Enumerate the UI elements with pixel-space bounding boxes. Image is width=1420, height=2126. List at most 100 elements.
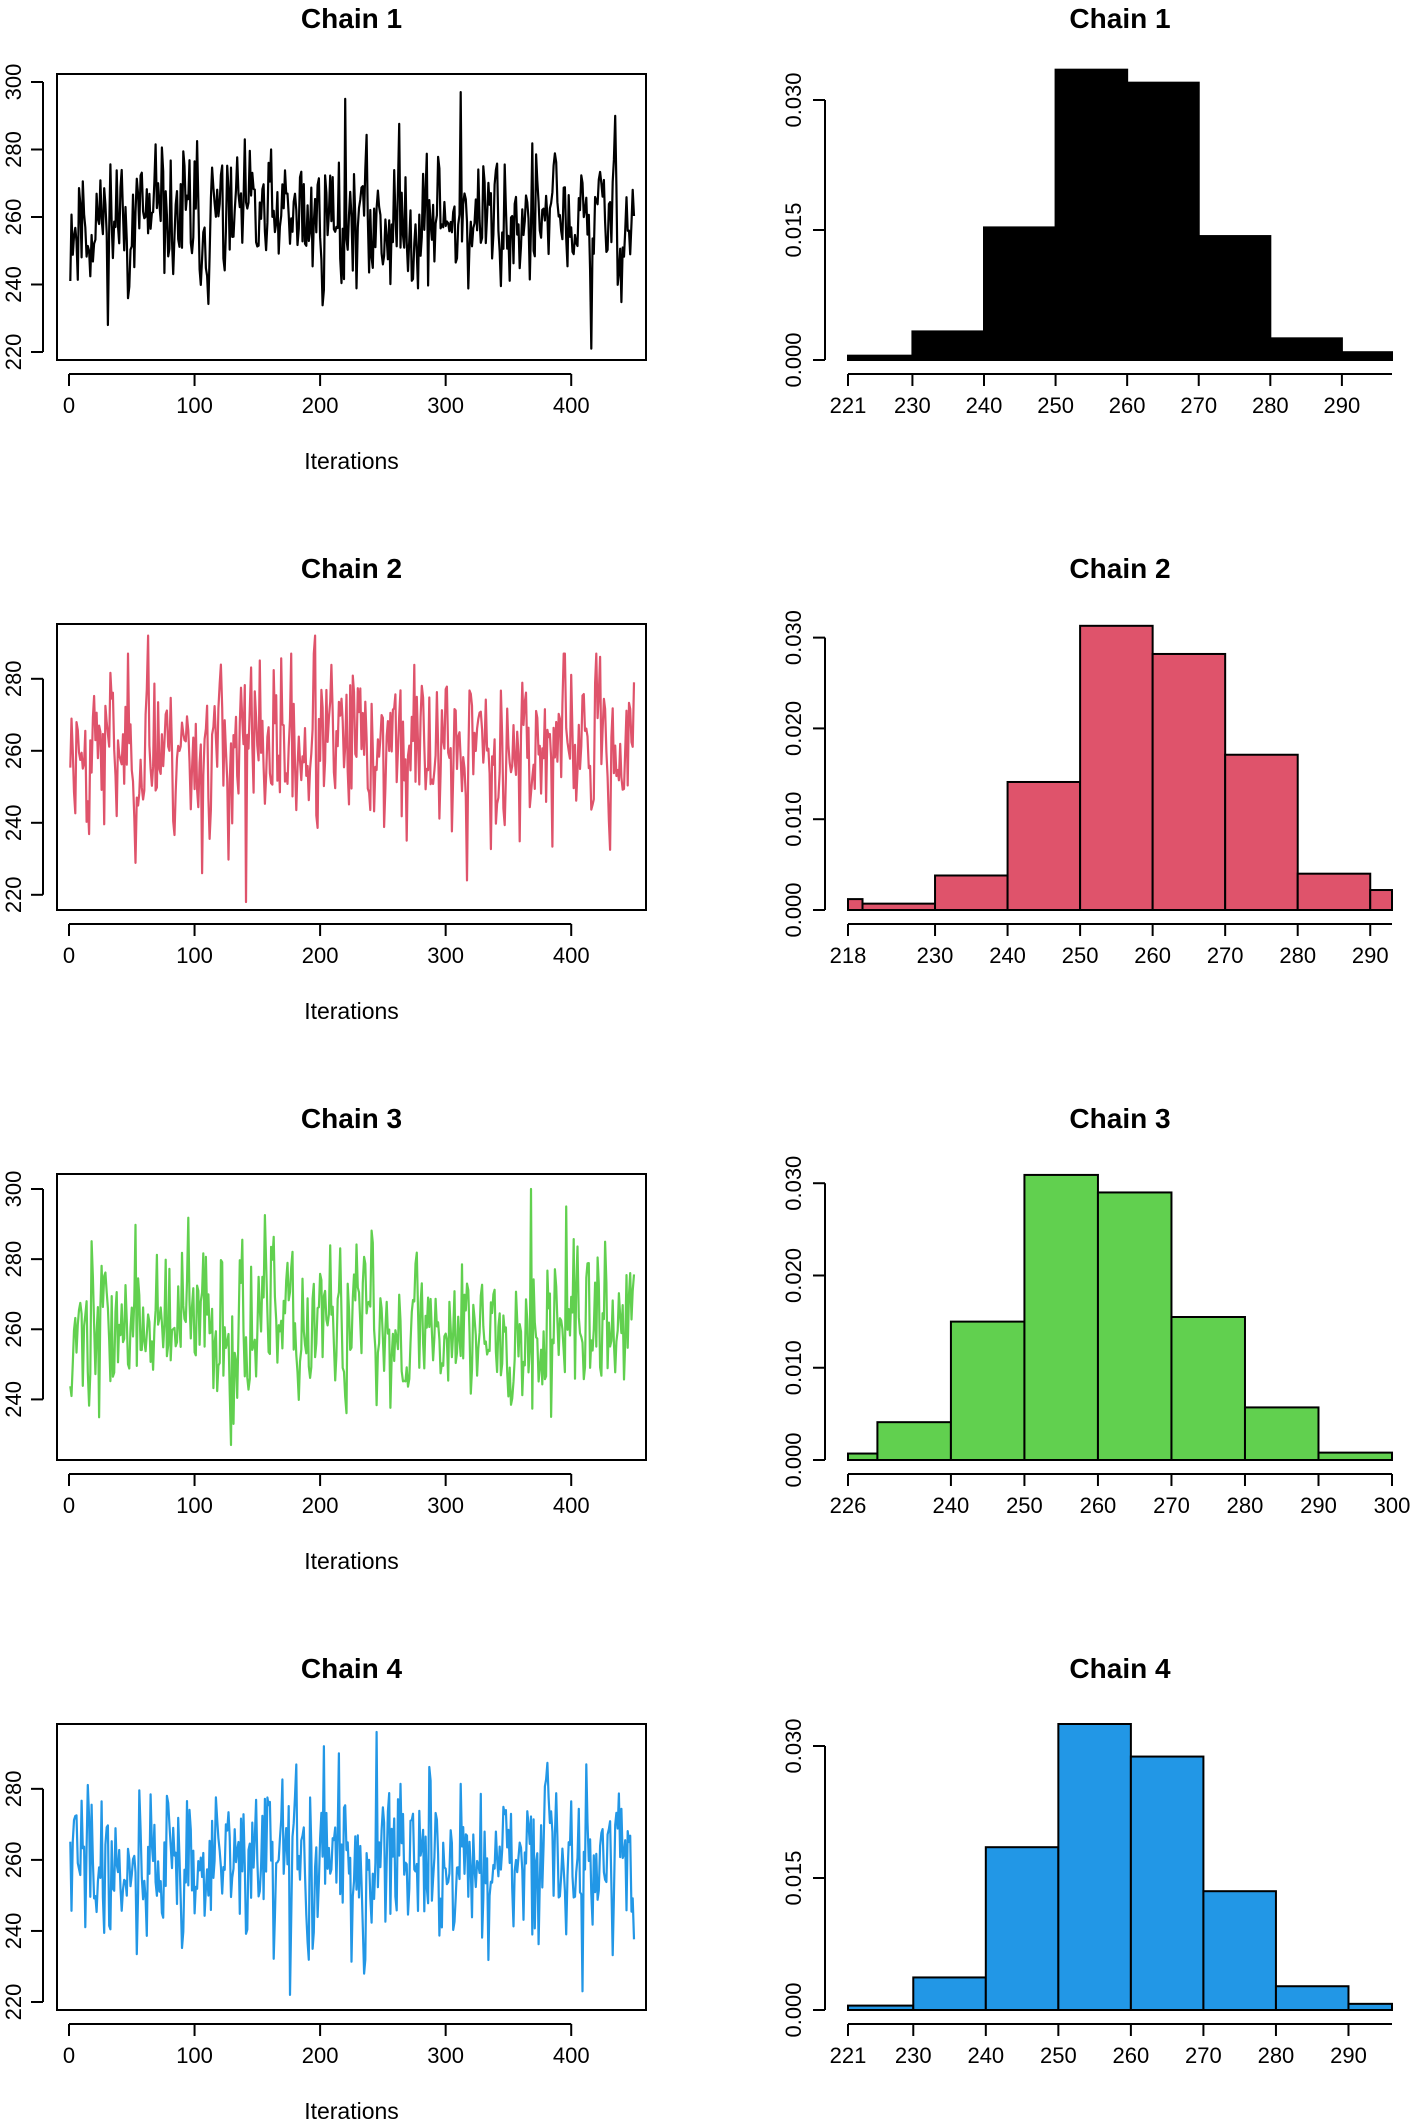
histogram-1-x-axis: 221 230 240 250 260 270 280 290 [830, 373, 1392, 418]
trace-plot-1-x-tick-label: 100 [176, 393, 213, 418]
histogram-4-y-tick-label: 0.015 [781, 1850, 806, 1905]
histogram-1-x-tick-label: 240 [966, 393, 1003, 418]
histogram-4-x-tick-label: 270 [1185, 2043, 1222, 2068]
trace-plot-3-y-axis: 240 260 280 300 [1, 1171, 44, 1418]
histogram-1-bar [983, 226, 1057, 361]
histogram-4-bar [1347, 2002, 1393, 2011]
trace-plot-2-x-tick-label: 400 [553, 943, 590, 968]
histogram-1-x-tick-label: 221 [830, 393, 867, 418]
trace-plot-3-y-tick-label: 260 [1, 1311, 26, 1348]
histogram-1-x-tick-label: 230 [894, 393, 931, 418]
histogram-2-x-tick-label: 280 [1279, 943, 1316, 968]
histogram-4-y-tick-label: 0.030 [781, 1718, 806, 1773]
histogram-3-x-tick-label: 250 [1006, 1493, 1043, 1518]
histogram-2-bar [1151, 652, 1227, 911]
trace-plot-1-y-tick-label: 300 [1, 64, 26, 101]
trace-plot-4-x-tick-label: 100 [176, 2043, 213, 2068]
histogram-4-x-tick-label: 230 [895, 2043, 932, 2068]
trace-plot-3-frame [56, 1173, 647, 1461]
histogram-3-x-tick-label: 290 [1300, 1493, 1337, 1518]
histogram-4-bar [847, 2004, 915, 2011]
trace-plot-4-series-line [69, 1730, 636, 1996]
histogram-3-y-tick-label: 0.000 [781, 1432, 806, 1487]
trace-plot-1-x-axis: 0 100 200 300 400 [63, 373, 590, 418]
histogram-4-bar [1057, 1723, 1132, 2011]
trace-plot-1-series-line [69, 91, 636, 350]
trace-plot-4-title: Chain 4 [301, 1653, 403, 1684]
trace-plot-2-x-tick-label: 200 [302, 943, 339, 968]
histogram-3-bar [847, 1452, 879, 1462]
trace-plot-2-frame [56, 623, 647, 911]
trace-plot-1-y-tick-label: 260 [1, 199, 26, 236]
histogram-3-x-tick-label: 240 [933, 1493, 970, 1518]
trace-plot-3-title: Chain 3 [301, 1103, 402, 1134]
histogram-1-y-tick-label: 0.000 [781, 332, 806, 387]
trace-plot-1-x-tick-label: 0 [63, 393, 75, 418]
histogram-4-x-tick-label: 250 [1040, 2043, 1077, 2068]
histogram-1-bar [911, 330, 986, 361]
histogram-2-x-tick-label: 260 [1134, 943, 1171, 968]
trace-plot-3-y-tick-label: 240 [1, 1381, 26, 1418]
histogram-2-x-tick-label: 250 [1062, 943, 1099, 968]
histogram-3-y-tick-label: 0.010 [781, 1340, 806, 1395]
histogram-2-y-axis: 0.000 0.010 0.020 0.030 [781, 610, 826, 938]
histogram-3-y-tick-label: 0.030 [781, 1156, 806, 1211]
histogram-3-bar [1096, 1191, 1173, 1462]
histogram-4-x-tick-label: 290 [1330, 2043, 1367, 2068]
trace-plot-2-y-tick-label: 260 [1, 732, 26, 769]
trace-plot-3-x-axis-label: Iterations [304, 1548, 399, 1574]
trace-plot-1-x-axis-label: Iterations [304, 448, 399, 474]
histogram-2-x-axis: 218 230 240 250 260 270 280 290 [830, 923, 1392, 968]
histogram-4-x-tick-label: 221 [830, 2043, 867, 2068]
histogram-3-x-tick-label: 260 [1080, 1493, 1117, 1518]
histogram-4-bar [1274, 1985, 1350, 2011]
histogram-1-bar [1054, 68, 1129, 362]
trace-plot-3-x-tick-label: 0 [63, 1493, 75, 1518]
histogram-4-bar [912, 1976, 987, 2011]
histogram-4-title: Chain 4 [1069, 1653, 1171, 1684]
trace-plot-4-x-tick-label: 0 [63, 2043, 75, 2068]
histogram-1-title: Chain 1 [1069, 3, 1170, 34]
histogram-3-bar [1023, 1173, 1099, 1462]
histogram-4-y-tick-label: 0.000 [781, 1982, 806, 2037]
trace-plot-1-title: Chain 1 [301, 3, 402, 34]
histogram-4-bar [1129, 1755, 1205, 2012]
trace-plot-3-y-tick-label: 300 [1, 1171, 26, 1208]
trace-plot-2-y-axis: 220 240 260 280 [1, 660, 44, 913]
trace-plot-2-y-tick-label: 220 [1, 876, 26, 913]
histogram-3-x-tick-label: 226 [830, 1493, 867, 1518]
histogram-1-bar [1269, 337, 1343, 362]
trace-plot-1-x-tick-label: 300 [427, 393, 464, 418]
trace-plot-3-x-tick-label: 300 [427, 1493, 464, 1518]
histogram-1-bar [847, 354, 914, 361]
trace-plot-1-y-tick-label: 280 [1, 131, 26, 168]
histogram-4-bar [984, 1846, 1060, 2011]
histogram-2-x-tick-label: 230 [917, 943, 954, 968]
histogram-1-x-tick-label: 260 [1109, 393, 1146, 418]
trace-plot-3-x-axis: 0 100 200 300 400 [63, 1473, 590, 1518]
trace-plot-4-x-tick-label: 200 [302, 2043, 339, 2068]
histogram-3-y-tick-label: 0.020 [781, 1248, 806, 1303]
trace-plot-4-x-axis-label: Iterations [304, 2098, 399, 2124]
trace-plot-3-x-tick-label: 200 [302, 1493, 339, 1518]
trace-plot-3-x-tick-label: 400 [553, 1493, 590, 1518]
histogram-2-bar [847, 898, 864, 911]
trace-plot-1-y-axis: 220 240 260 280 300 [1, 64, 44, 370]
trace-plot-1-x-tick-label: 200 [302, 393, 339, 418]
trace-plot-4-y-tick-label: 240 [1, 1913, 26, 1950]
histogram-1-x-tick-label: 250 [1037, 393, 1074, 418]
histogram-2-x-tick-label: 270 [1207, 943, 1244, 968]
histogram-3-x-axis: 226 240 250 260 270 280 290 300 [830, 1473, 1410, 1518]
histogram-3-bar [1170, 1316, 1246, 1461]
histogram-4-x-axis: 221 230 240 250 260 270 280 290 [830, 2023, 1392, 2068]
histogram-2-bar [934, 874, 1009, 911]
histogram-1-bar [1126, 81, 1200, 362]
histogram-2-bar [1224, 753, 1299, 911]
histogram-1-y-axis: 0.000 0.015 0.030 [781, 72, 826, 388]
histogram-1-x-tick-label: 290 [1324, 393, 1361, 418]
trace-plot-3-x-tick-label: 100 [176, 1493, 213, 1518]
trace-plot-4-frame [56, 1723, 647, 2011]
trace-plot-4-y-tick-label: 280 [1, 1770, 26, 1807]
trace-plot-2-x-tick-label: 0 [63, 943, 75, 968]
histogram-4-x-tick-label: 240 [967, 2043, 1004, 2068]
